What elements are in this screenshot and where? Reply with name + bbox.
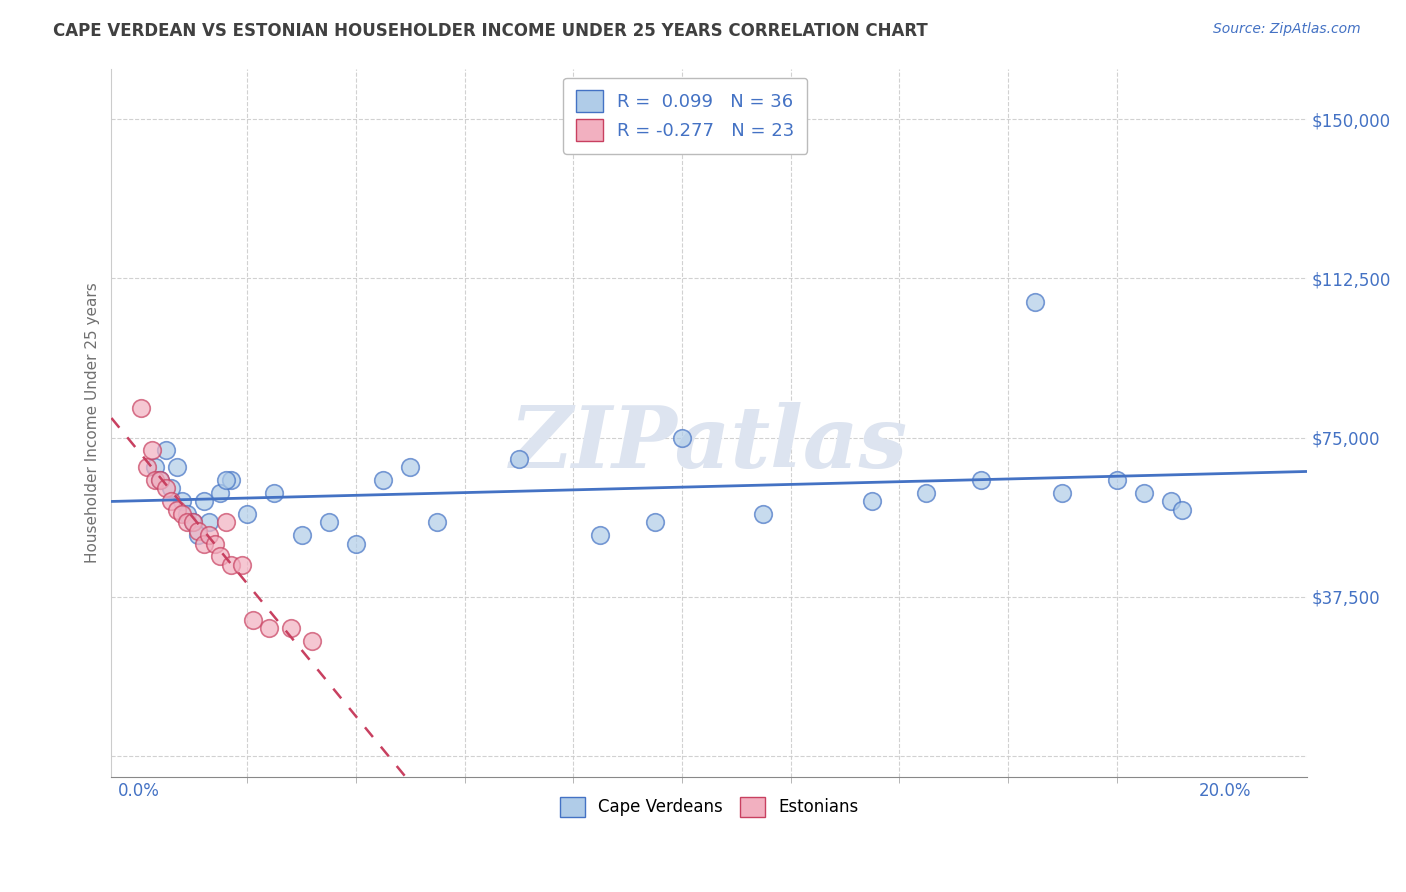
Point — [915, 485, 938, 500]
Point — [344, 536, 367, 550]
Point — [752, 507, 775, 521]
Point — [155, 443, 177, 458]
Point — [209, 485, 232, 500]
Point — [280, 621, 302, 635]
Point — [263, 485, 285, 500]
Point — [301, 634, 323, 648]
Legend: Cape Verdeans, Estonians: Cape Verdeans, Estonians — [551, 789, 866, 825]
Text: ZIPatlas: ZIPatlas — [510, 402, 908, 485]
Point — [166, 460, 188, 475]
Point — [236, 507, 259, 521]
Point — [1105, 473, 1128, 487]
Y-axis label: Householder Income Under 25 years: Householder Income Under 25 years — [86, 283, 100, 563]
Point — [1132, 485, 1154, 500]
Point — [231, 558, 253, 572]
Point — [219, 558, 242, 572]
Point — [141, 443, 163, 458]
Point — [318, 516, 340, 530]
Point — [970, 473, 993, 487]
Point — [198, 516, 221, 530]
Point — [671, 431, 693, 445]
Point — [155, 482, 177, 496]
Point — [143, 460, 166, 475]
Point — [257, 621, 280, 635]
Point — [176, 516, 198, 530]
Point — [290, 528, 312, 542]
Point — [149, 473, 172, 487]
Point — [187, 528, 209, 542]
Point — [214, 516, 236, 530]
Point — [1052, 485, 1074, 500]
Point — [860, 494, 883, 508]
Point — [371, 473, 394, 487]
Point — [166, 502, 188, 516]
Point — [181, 516, 204, 530]
Point — [129, 401, 152, 415]
Point — [1160, 494, 1182, 508]
Point — [193, 536, 215, 550]
Point — [242, 613, 264, 627]
Point — [204, 536, 226, 550]
Point — [219, 473, 242, 487]
Point — [644, 516, 666, 530]
Text: Source: ZipAtlas.com: Source: ZipAtlas.com — [1213, 22, 1361, 37]
Point — [160, 494, 183, 508]
Point — [160, 482, 183, 496]
Point — [143, 473, 166, 487]
Point — [198, 528, 221, 542]
Text: CAPE VERDEAN VS ESTONIAN HOUSEHOLDER INCOME UNDER 25 YEARS CORRELATION CHART: CAPE VERDEAN VS ESTONIAN HOUSEHOLDER INC… — [53, 22, 928, 40]
Point — [589, 528, 612, 542]
Point — [170, 494, 193, 508]
Point — [214, 473, 236, 487]
Point — [209, 549, 232, 564]
Point — [187, 524, 209, 538]
Point — [1171, 502, 1194, 516]
Point — [1024, 294, 1046, 309]
Point — [149, 473, 172, 487]
Point — [508, 451, 530, 466]
Point — [193, 494, 215, 508]
Point — [176, 507, 198, 521]
Point — [135, 460, 157, 475]
Point — [426, 516, 449, 530]
Point — [170, 507, 193, 521]
Point — [181, 516, 204, 530]
Point — [399, 460, 422, 475]
